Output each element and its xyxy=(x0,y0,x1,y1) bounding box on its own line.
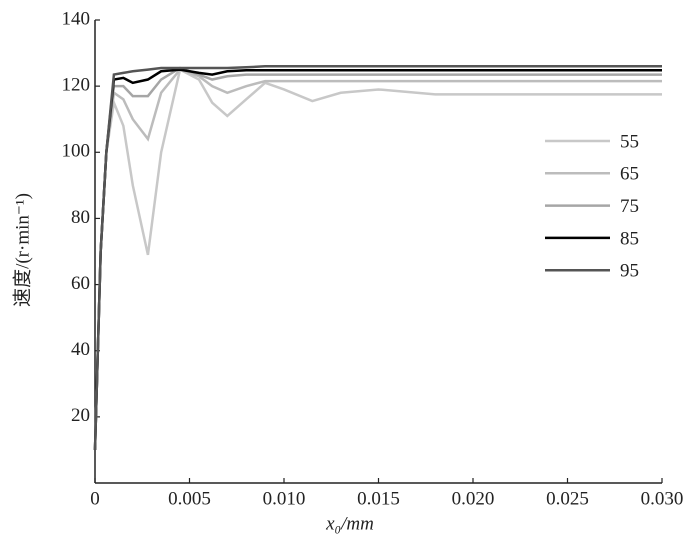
legend-label: 75 xyxy=(620,196,639,217)
x-tick-label: 0.030 xyxy=(641,488,684,509)
legend-label: 55 xyxy=(620,131,639,152)
legend-label: 95 xyxy=(620,261,639,282)
series-line xyxy=(93,65,662,450)
y-axis-label: 速度/(r·min⁻¹) xyxy=(11,193,33,307)
x-axis-label: x₀/mm xyxy=(325,513,374,534)
y-tick-label: 100 xyxy=(62,141,91,162)
series-line xyxy=(93,68,662,450)
legend-label: 85 xyxy=(620,228,639,249)
series-line xyxy=(93,67,662,450)
x-tick-label: 0.025 xyxy=(546,488,589,509)
series-line xyxy=(93,68,662,450)
y-tick-label: 20 xyxy=(71,405,90,426)
x-tick-label: 0.015 xyxy=(357,488,400,509)
y-tick-label: 60 xyxy=(71,273,90,294)
y-tick-label: 40 xyxy=(71,339,90,360)
x-tick-label: 0.005 xyxy=(168,488,211,509)
y-tick-label: 120 xyxy=(62,75,91,96)
x-tick-label: 0.020 xyxy=(452,488,495,509)
legend-label: 65 xyxy=(620,164,639,185)
y-tick-label: 140 xyxy=(62,8,91,29)
y-tick-label: 80 xyxy=(71,207,90,228)
series-line xyxy=(93,66,662,450)
x-tick-label: 0 xyxy=(90,488,100,509)
x-tick-label: 0.010 xyxy=(263,488,306,509)
